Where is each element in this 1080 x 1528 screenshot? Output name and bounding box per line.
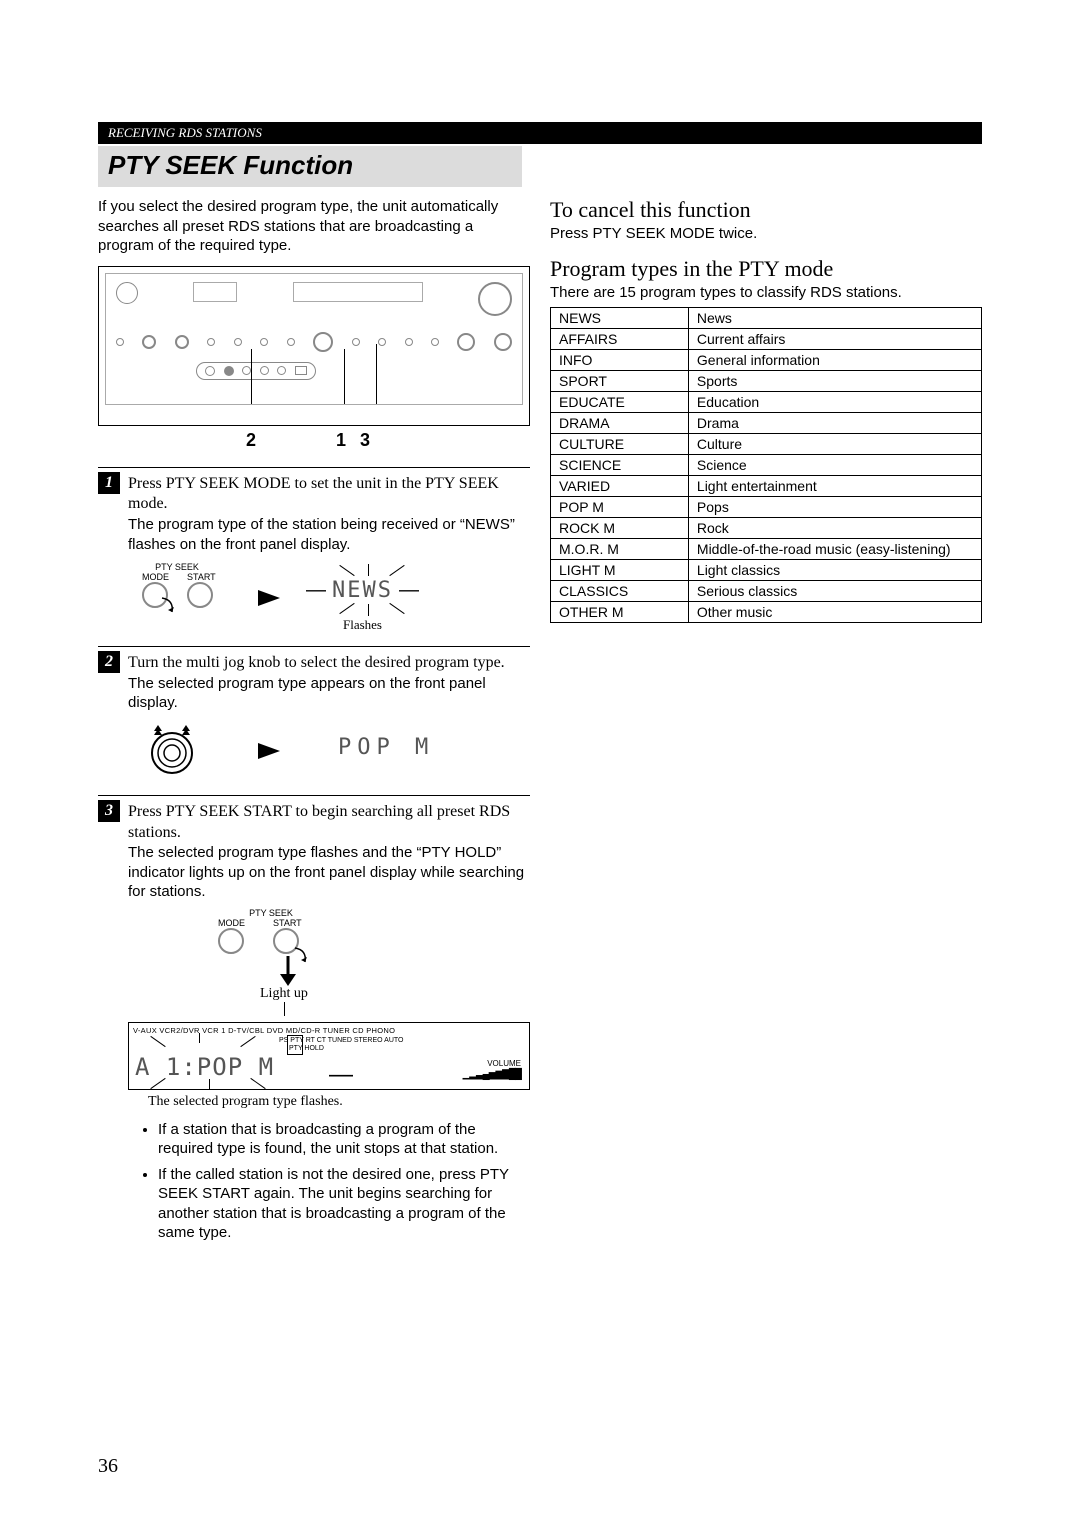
- pty-desc: Science: [688, 455, 981, 476]
- lightup-label: Light up: [260, 986, 530, 1002]
- table-row: OTHER MOther music: [551, 602, 982, 623]
- pty-desc: Rock: [688, 518, 981, 539]
- volume-label: VOLUME: [487, 1059, 521, 1068]
- intro-text: If you select the desired program type, …: [98, 197, 530, 256]
- step-2-lead: Turn the multi jog knob to select the de…: [128, 654, 505, 671]
- table-row: INFOGeneral information: [551, 350, 982, 371]
- pty-desc: Culture: [688, 434, 981, 455]
- table-row: SPORTSports: [551, 371, 982, 392]
- step-3-knobs: PTY SEEK MODE START Light u: [218, 908, 530, 1016]
- pty-code: POP M: [551, 497, 689, 518]
- step-2-diagram: POP M: [128, 721, 530, 781]
- flashes-label: Flashes: [306, 617, 419, 633]
- table-row: LIGHT MLight classics: [551, 560, 982, 581]
- pty-desc: General information: [688, 350, 981, 371]
- step-2: 2 Turn the multi jog knob to select the …: [98, 646, 530, 781]
- pty-desc: Light entertainment: [688, 476, 981, 497]
- table-row: EDUCATEEducation: [551, 392, 982, 413]
- pty-desc: Education: [688, 392, 981, 413]
- table-row: CLASSICSSerious classics: [551, 581, 982, 602]
- step-1-body: The program type of the station being re…: [128, 516, 515, 553]
- step-3-body: The selected program type flashes and th…: [128, 844, 524, 900]
- callout-1: 1: [336, 430, 346, 451]
- table-row: AFFAIRSCurrent affairs: [551, 329, 982, 350]
- pty-code: M.O.R. M: [551, 539, 689, 560]
- pty-desc: Middle-of-the-road music (easy-listening…: [688, 539, 981, 560]
- page-number: 36: [98, 1455, 118, 1478]
- pty-desc: Current affairs: [688, 329, 981, 350]
- pty-code: ROCK M: [551, 518, 689, 539]
- pty-seek-label: PTY SEEK: [142, 562, 212, 572]
- cancel-text: Press PTY SEEK MODE twice.: [550, 225, 982, 242]
- pty-code: OTHER M: [551, 602, 689, 623]
- pty-seek-label-3: PTY SEEK: [226, 908, 316, 918]
- step-3: 3 Press PTY SEEK START to begin searchin…: [98, 795, 530, 1243]
- mode-label: MODE: [142, 572, 169, 582]
- start-label: START: [187, 572, 216, 582]
- step-3-lead: Press PTY SEEK START to begin searching …: [128, 803, 510, 841]
- callout-numbers: 2 1 3: [98, 430, 530, 451]
- device-illustration: [98, 266, 530, 426]
- step-2-body: The selected program type appears on the…: [128, 675, 486, 712]
- title-bar: PTY SEEK Function: [98, 146, 522, 187]
- pty-desc: Pops: [688, 497, 981, 518]
- table-row: SCIENCEScience: [551, 455, 982, 476]
- pty-desc: Drama: [688, 413, 981, 434]
- pty-code: AFFAIRS: [551, 329, 689, 350]
- step-2-badge: 2: [98, 651, 120, 673]
- table-row: POP MPops: [551, 497, 982, 518]
- table-row: ROCK MRock: [551, 518, 982, 539]
- cancel-heading: To cancel this function: [550, 197, 982, 223]
- pty-code: SPORT: [551, 371, 689, 392]
- pty-desc: Sports: [688, 371, 981, 392]
- bullet-1: If a station that is broadcasting a prog…: [158, 1120, 530, 1159]
- pty-code: LIGHT M: [551, 560, 689, 581]
- step-1-diagram: PTY SEEK MODE START: [128, 562, 530, 632]
- pty-desc: Other music: [688, 602, 981, 623]
- step-1-display: NEWS: [332, 578, 393, 603]
- table-row: NEWSNews: [551, 308, 982, 329]
- pty-code: CLASSICS: [551, 581, 689, 602]
- step-1-badge: 1: [98, 472, 120, 494]
- table-row: DRAMADrama: [551, 413, 982, 434]
- start-label-3: START: [273, 918, 302, 928]
- step-3-display: A 1:POP M: [135, 1053, 274, 1081]
- pty-code: INFO: [551, 350, 689, 371]
- indicator-line-1: V-AUX VCR2/DVR VCR 1 D-TV/CBL DVD MD/CD-…: [133, 1026, 525, 1035]
- pty-code: NEWS: [551, 308, 689, 329]
- step-3-caption: The selected program type flashes.: [148, 1094, 530, 1110]
- step-1-lead: Press PTY SEEK MODE to set the unit in t…: [128, 475, 499, 513]
- bullet-2: If the called station is not the desired…: [158, 1165, 530, 1243]
- pty-code: EDUCATE: [551, 392, 689, 413]
- pty-code: SCIENCE: [551, 455, 689, 476]
- page-title: PTY SEEK Function: [108, 150, 512, 181]
- step-2-display: POP M: [338, 735, 434, 760]
- table-row: CULTURECulture: [551, 434, 982, 455]
- program-types-table: NEWSNewsAFFAIRSCurrent affairsINFOGenera…: [550, 307, 982, 623]
- callout-2: 2: [246, 430, 256, 451]
- table-row: VARIEDLight entertainment: [551, 476, 982, 497]
- pty-desc: Light classics: [688, 560, 981, 581]
- pty-code: CULTURE: [551, 434, 689, 455]
- pty-desc: News: [688, 308, 981, 329]
- step-3-badge: 3: [98, 800, 120, 822]
- types-heading: Program types in the PTY mode: [550, 256, 982, 282]
- step-1: 1 Press PTY SEEK MODE to set the unit in…: [98, 467, 530, 633]
- pty-desc: Serious classics: [688, 581, 981, 602]
- step-3-display-box: V-AUX VCR2/DVR VCR 1 D-TV/CBL DVD MD/CD-…: [128, 1022, 530, 1090]
- types-text: There are 15 program types to classify R…: [550, 284, 982, 301]
- callout-3: 3: [360, 430, 370, 451]
- mode-label-3: MODE: [218, 918, 245, 928]
- pty-code: DRAMA: [551, 413, 689, 434]
- header-banner: RECEIVING RDS STATIONS: [98, 122, 982, 144]
- step-3-bullets: If a station that is broadcasting a prog…: [143, 1120, 530, 1243]
- jog-knob-icon: [142, 725, 202, 775]
- table-row: M.O.R. MMiddle-of-the-road music (easy-l…: [551, 539, 982, 560]
- pty-code: VARIED: [551, 476, 689, 497]
